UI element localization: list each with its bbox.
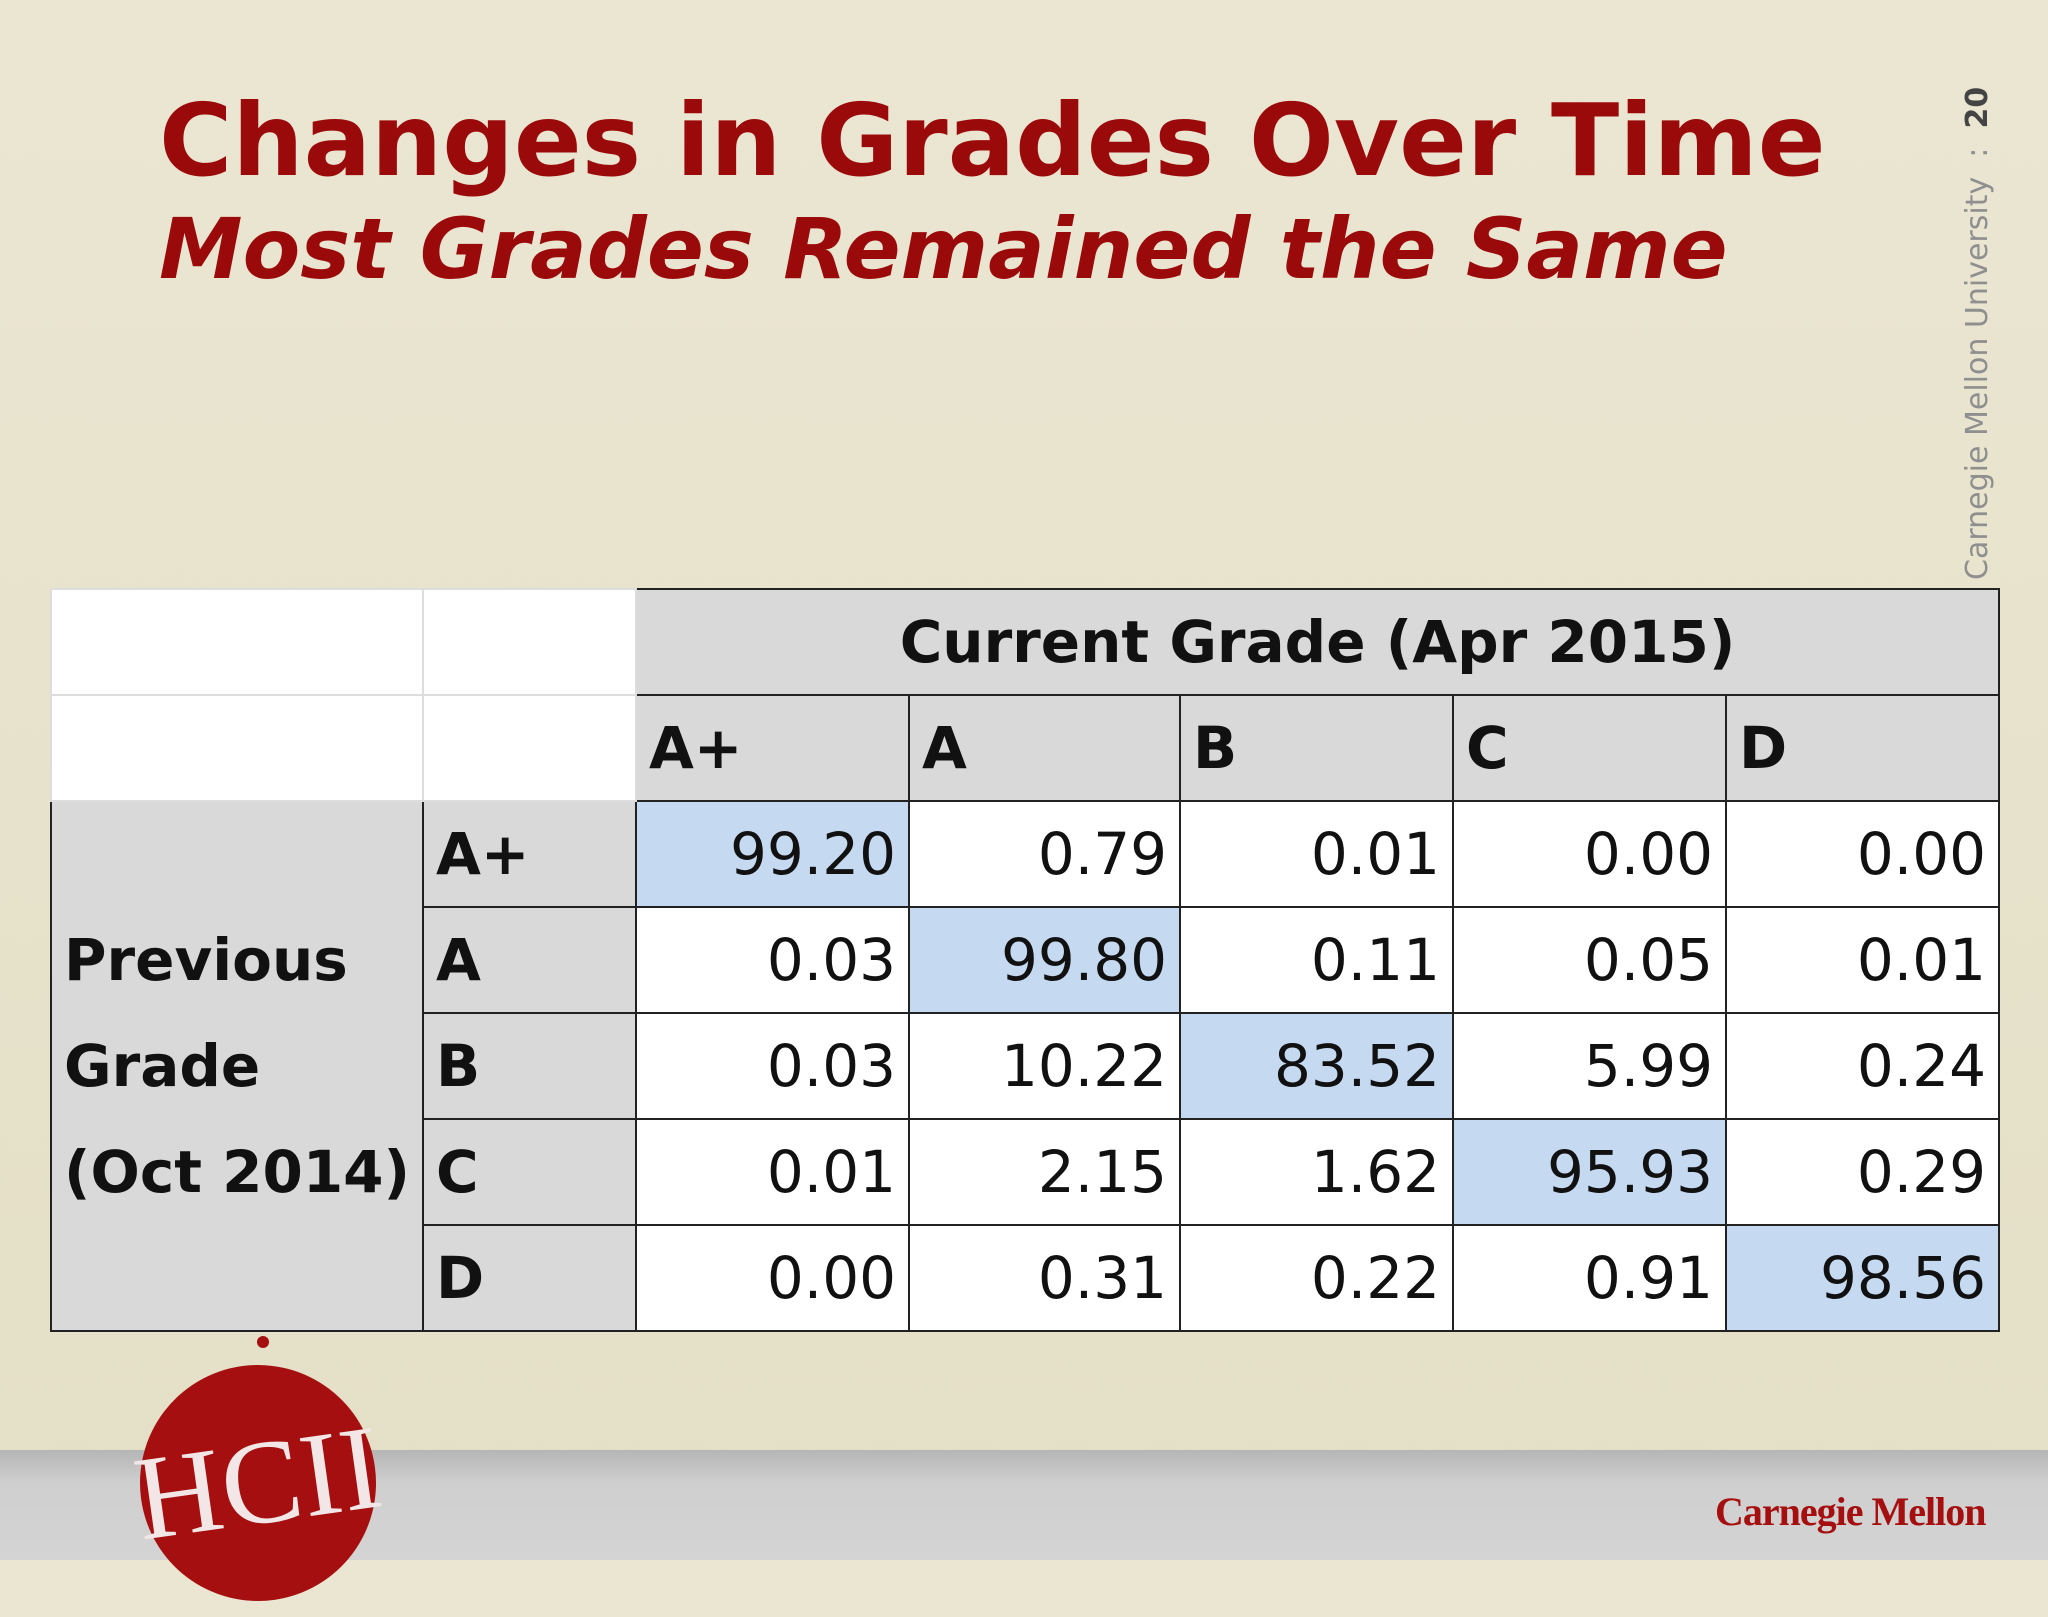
row-group-line: Previous [64, 926, 348, 994]
value-cell: 2.15 [908, 1118, 1182, 1226]
data-row: Previous Grade (Oct 2014) A+ 99.20 0.79 0.01 0.… [49, 800, 2001, 1332]
value-cell: 5.99 [1452, 1012, 1728, 1120]
row-header: C [422, 1118, 638, 1226]
value-cell: 0.01 [635, 1118, 911, 1226]
title: Changes in Grades Over Time [159, 82, 1826, 199]
column-header: A+ [635, 694, 911, 802]
org: Carnegie Mellon University [1960, 176, 1995, 580]
header-row: A+ A B C D [49, 694, 2001, 802]
row-header: A [422, 906, 638, 1014]
data-row: D 0.00 0.31 0.22 0.91 98.56 [51, 1224, 2001, 1332]
blank-cell [422, 694, 638, 802]
value-cell: 83.52 [1179, 1012, 1455, 1120]
header-row: Current Grade (Apr 2015) [49, 588, 2001, 696]
row-header: D [422, 1224, 638, 1332]
data-row: C 0.01 2.15 1.62 95.93 0.29 [51, 1118, 2001, 1226]
row-header: B [422, 1012, 638, 1120]
value-cell: 0.03 [635, 1012, 911, 1120]
data-row: B 0.03 10.22 83.52 5.99 0.24 [51, 1012, 2001, 1120]
value-cell: 0.24 [1725, 1012, 2001, 1120]
hcii-logo: HCII [124, 1349, 392, 1617]
value-cell: 98.56 [1725, 1224, 2001, 1332]
subtitle: Most Grades Remained the Same [159, 200, 1728, 298]
value-cell: 0.01 [1179, 800, 1455, 908]
value-cell: 0.31 [908, 1224, 1182, 1332]
value-cell: 0.00 [635, 1224, 911, 1332]
value-cell: 0.00 [1725, 800, 2001, 908]
blank-cell [49, 694, 425, 802]
value-cell: 95.93 [1452, 1118, 1728, 1226]
value-cell: 0.01 [1725, 906, 2001, 1014]
value-cell: 0.00 [1452, 800, 1728, 908]
value-cell: 0.05 [1452, 906, 1728, 1014]
value-cell: 0.79 [908, 800, 1182, 908]
value-cell: 10.22 [908, 1012, 1182, 1120]
brand: Carnegie Mellon [1715, 1489, 1986, 1534]
data-row: A 0.03 99.80 0.11 0.05 0.01 [51, 906, 2001, 1014]
value-cell: 99.80 [908, 906, 1182, 1014]
row-group-line: (Oct 2014) [64, 1138, 411, 1206]
column-header: D [1725, 694, 2001, 802]
value-cell: 99.20 [635, 800, 911, 908]
column-header: A [908, 694, 1182, 802]
column-header: B [1179, 694, 1455, 802]
page-number: 20 [1960, 86, 1995, 129]
value-cell: 0.03 [635, 906, 911, 1014]
column-header: C [1452, 694, 1728, 802]
value-cell: 0.91 [1452, 1224, 1728, 1332]
row-group: Previous Grade (Oct 2014) [49, 800, 425, 1332]
logo-text: HCII [126, 1399, 390, 1566]
value-cell: 1.62 [1179, 1118, 1455, 1226]
value-cell: 0.11 [1179, 906, 1455, 1014]
separator: : [1960, 147, 1995, 158]
row-group-line: Grade [64, 1032, 261, 1100]
side-label: Carnegie Mellon University : 20 [1960, 87, 1995, 580]
logo-dot [257, 1336, 269, 1348]
blank-cell [49, 588, 425, 696]
column-group: Current Grade (Apr 2015) [635, 588, 2001, 696]
value-cell: 0.22 [1179, 1224, 1455, 1332]
row-header: A+ [422, 800, 638, 908]
value-cell: 0.29 [1725, 1118, 2001, 1226]
blank-cell [422, 588, 638, 696]
grade-table: Current Grade (Apr 2015) A+ A B C D Previous Gr… [49, 588, 2001, 1332]
